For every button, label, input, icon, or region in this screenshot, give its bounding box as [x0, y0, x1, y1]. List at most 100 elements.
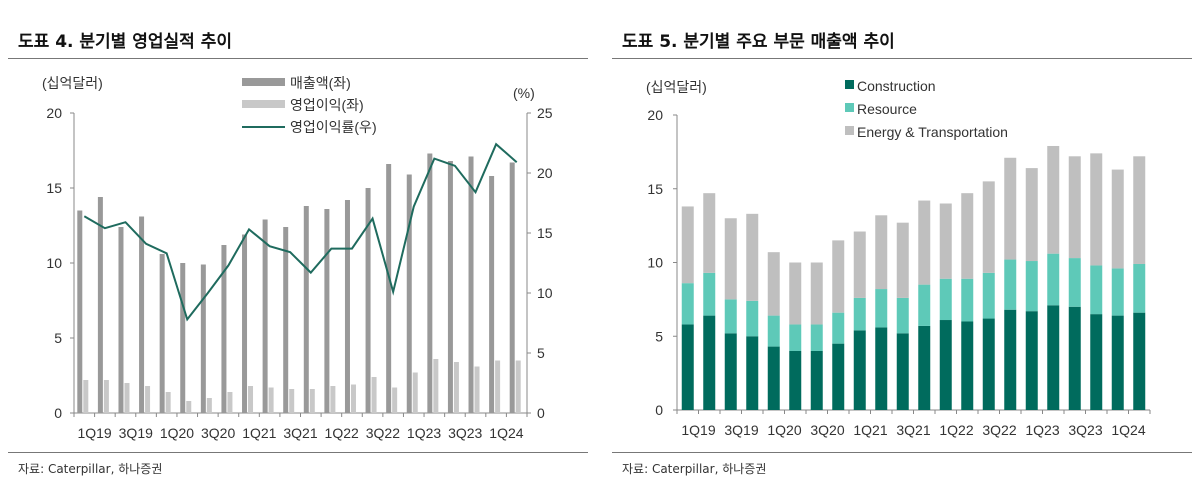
operating-profit-bar [268, 387, 274, 413]
revenue-bar [118, 227, 124, 413]
left-footer-rule [8, 452, 588, 453]
right-y-tick-label: 20 [537, 165, 553, 181]
operating-profit-bar [289, 389, 295, 413]
construction-bar [853, 330, 866, 410]
resource-bar [875, 289, 888, 328]
y-tick-label-2: 0 [655, 402, 663, 418]
resource-bar [810, 324, 823, 351]
revenue-bar [77, 210, 83, 413]
right-y-tick-label: 10 [537, 285, 553, 301]
revenue-bar [509, 162, 515, 413]
legend-label: 영업이익률(우) [290, 119, 377, 135]
operating-profit-bar [83, 380, 89, 413]
revenue-bar [283, 227, 289, 413]
energy-transportation-bar [982, 181, 995, 273]
energy-transportation-bar [896, 222, 909, 298]
construction-bar [1068, 306, 1081, 410]
legend-swatch [242, 78, 285, 86]
operating-profit-bar [453, 362, 459, 413]
resource-bar [789, 324, 802, 351]
x-tick-label: 3Q21 [283, 425, 317, 441]
resource-bar [1025, 261, 1038, 312]
energy-transportation-bar [1111, 169, 1124, 269]
resource-bar [982, 272, 995, 319]
energy-transportation-bar [832, 240, 845, 313]
legend-swatch-2 [845, 126, 854, 135]
energy-transportation-bar [703, 193, 716, 273]
resource-bar [832, 312, 845, 344]
resource-bar [1047, 253, 1060, 306]
energy-transportation-bar [1025, 168, 1038, 262]
resource-bar [724, 299, 737, 334]
operating-profit-bar [248, 386, 254, 413]
energy-transportation-bar [681, 206, 694, 284]
revenue-bar [303, 206, 309, 413]
construction-bar [1133, 312, 1146, 410]
operating-profit-bar [350, 384, 356, 413]
legend-label-2: Construction [857, 78, 936, 94]
x-tick-label: 3Q23 [448, 425, 482, 441]
resource-bar [767, 315, 780, 347]
revenue-bar [221, 245, 227, 413]
legend-swatch [242, 100, 285, 108]
construction-bar [1047, 305, 1060, 410]
revenue-bar [97, 197, 103, 413]
construction-bar [724, 333, 737, 410]
left-chart-title: 도표 4. 분기별 영업실적 추이 [18, 32, 233, 52]
operating-profit-bar [412, 372, 418, 413]
energy-transportation-bar [1047, 145, 1060, 254]
x-tick-label-2: 1Q23 [1025, 422, 1059, 438]
left-y-tick-label: 0 [54, 405, 62, 421]
x-tick-label-2: 3Q22 [982, 422, 1016, 438]
resource-bar [1133, 263, 1146, 313]
x-tick-label-2: 1Q19 [681, 422, 715, 438]
resource-bar [1090, 265, 1103, 315]
construction-bar [832, 343, 845, 410]
operating-profit-bar [145, 386, 151, 413]
revenue-bar [386, 164, 392, 413]
x-tick-label: 1Q22 [325, 425, 359, 441]
construction-bar [961, 321, 974, 410]
construction-bar [939, 320, 952, 410]
revenue-bar [200, 264, 206, 413]
construction-bar [681, 324, 694, 410]
construction-bar [1025, 311, 1038, 410]
revenue-bar [324, 209, 330, 413]
left-source-note: 자료: Caterpillar, 하나증권 [18, 462, 163, 476]
x-tick-label: 3Q20 [201, 425, 235, 441]
revenue-bar [344, 200, 350, 413]
construction-bar [1111, 315, 1124, 410]
operating-profit-bar [103, 380, 109, 413]
legend-label: 영업이익(좌) [290, 97, 364, 113]
energy-transportation-bar [1133, 156, 1146, 264]
resource-bar [1111, 268, 1124, 316]
x-tick-label: 3Q19 [119, 425, 153, 441]
operating-profit-bar [515, 360, 521, 413]
operating-margin-line [83, 142, 518, 322]
x-tick-label: 1Q23 [407, 425, 441, 441]
left-y-tick-label: 5 [54, 330, 62, 346]
right-y-tick-label: 0 [537, 405, 545, 421]
operating-profit-bar [495, 360, 501, 413]
x-tick-label-2: 1Q22 [939, 422, 973, 438]
operating-profit-bar [186, 401, 192, 413]
left-y-tick-label: 10 [46, 255, 62, 271]
x-tick-label-2: 1Q21 [853, 422, 887, 438]
construction-bar [789, 351, 802, 410]
x-tick-label: 1Q24 [489, 425, 523, 441]
revenue-bar [159, 254, 165, 413]
construction-bar [1090, 314, 1103, 410]
legend-swatch-2 [845, 103, 854, 112]
energy-transportation-bar [767, 252, 780, 316]
resource-bar [1004, 259, 1017, 310]
operating-profit-bar [165, 392, 171, 413]
energy-transportation-bar [746, 213, 759, 301]
x-tick-label-2: 3Q20 [810, 422, 844, 438]
y-tick-label-2: 10 [647, 255, 663, 271]
revenue-bar [139, 216, 145, 413]
revenue-bar [427, 153, 433, 413]
construction-bar [918, 325, 931, 410]
right-footer-rule [612, 452, 1192, 453]
operating-profit-bar [227, 392, 233, 413]
right-axis-unit: (%) [513, 85, 535, 101]
